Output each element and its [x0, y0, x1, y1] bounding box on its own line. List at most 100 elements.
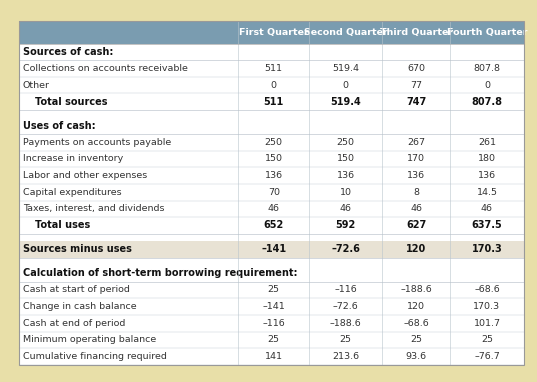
Bar	[19, 94, 524, 110]
Text: 250: 250	[337, 138, 354, 147]
Text: 0: 0	[484, 81, 490, 90]
Text: Cumulative financing required: Cumulative financing required	[23, 352, 166, 361]
Text: 807.8: 807.8	[471, 97, 503, 107]
Text: –141: –141	[261, 244, 286, 254]
Bar	[19, 258, 524, 265]
Text: Total sources: Total sources	[35, 97, 107, 107]
Text: 637.5: 637.5	[471, 220, 502, 230]
Text: 519.4: 519.4	[330, 97, 361, 107]
Bar	[19, 201, 524, 217]
Text: 136: 136	[478, 171, 496, 180]
Text: Minimum operating balance: Minimum operating balance	[23, 335, 156, 344]
Bar	[19, 184, 524, 201]
Text: Second Quarter: Second Quarter	[304, 28, 388, 37]
Text: 213.6: 213.6	[332, 352, 359, 361]
Text: 70: 70	[268, 188, 280, 197]
Text: 150: 150	[265, 154, 282, 163]
Bar	[19, 21, 524, 44]
Text: Uses of cash:: Uses of cash:	[23, 121, 96, 131]
Bar	[19, 282, 524, 298]
Bar	[19, 298, 524, 315]
Text: Collections on accounts receivable: Collections on accounts receivable	[23, 64, 188, 73]
Text: Payments on accounts payable: Payments on accounts payable	[23, 138, 171, 147]
Text: 592: 592	[336, 220, 356, 230]
Text: 0: 0	[343, 81, 349, 90]
Text: –72.6: –72.6	[333, 302, 359, 311]
Text: 120: 120	[407, 302, 425, 311]
Bar	[19, 348, 524, 365]
Text: 519.4: 519.4	[332, 64, 359, 73]
Text: –72.6: –72.6	[331, 244, 360, 254]
Text: 150: 150	[337, 154, 354, 163]
Bar	[19, 77, 524, 94]
Text: 46: 46	[339, 204, 352, 214]
Bar	[19, 44, 524, 60]
Text: Third Quarter: Third Quarter	[380, 28, 453, 37]
Text: Taxes, interest, and dividends: Taxes, interest, and dividends	[23, 204, 164, 214]
Text: 180: 180	[478, 154, 496, 163]
Text: Calculation of short-term borrowing requirement:: Calculation of short-term borrowing requ…	[23, 269, 297, 278]
Text: 93.6: 93.6	[406, 352, 427, 361]
Text: –68.6: –68.6	[474, 285, 500, 295]
Text: Other: Other	[23, 81, 50, 90]
Bar	[19, 234, 524, 241]
Text: Change in cash balance: Change in cash balance	[23, 302, 136, 311]
Text: 670: 670	[407, 64, 425, 73]
Text: 170.3: 170.3	[471, 244, 502, 254]
Text: 0: 0	[271, 81, 277, 90]
Bar	[19, 217, 524, 234]
Text: Capital expenditures: Capital expenditures	[23, 188, 121, 197]
Text: 25: 25	[268, 285, 280, 295]
Text: 170: 170	[407, 154, 425, 163]
Text: –68.6: –68.6	[403, 319, 429, 328]
Text: 136: 136	[337, 171, 355, 180]
Bar	[19, 265, 524, 282]
Text: –188.6: –188.6	[330, 319, 361, 328]
Text: –76.7: –76.7	[474, 352, 500, 361]
Text: –116: –116	[334, 285, 357, 295]
Bar	[19, 151, 524, 167]
Text: Total uses: Total uses	[35, 220, 90, 230]
Text: 136: 136	[265, 171, 283, 180]
Text: 101.7: 101.7	[474, 319, 500, 328]
Text: 25: 25	[268, 335, 280, 344]
Bar	[19, 134, 524, 151]
Text: 261: 261	[478, 138, 496, 147]
Text: 652: 652	[264, 220, 284, 230]
Text: 267: 267	[407, 138, 425, 147]
Text: 120: 120	[406, 244, 426, 254]
Text: 627: 627	[406, 220, 426, 230]
Bar	[19, 110, 524, 117]
Text: 25: 25	[339, 335, 352, 344]
Text: Fourth Quarter: Fourth Quarter	[447, 28, 527, 37]
Text: 14.5: 14.5	[476, 188, 497, 197]
Text: 77: 77	[410, 81, 422, 90]
Text: –188.6: –188.6	[401, 285, 432, 295]
Text: 250: 250	[265, 138, 282, 147]
Text: 511: 511	[264, 97, 284, 107]
Text: Sources of cash:: Sources of cash:	[23, 47, 113, 57]
Text: 46: 46	[268, 204, 280, 214]
Text: Sources minus uses: Sources minus uses	[23, 244, 132, 254]
Bar	[19, 332, 524, 348]
Bar	[19, 241, 524, 258]
Text: 747: 747	[406, 97, 426, 107]
Text: 46: 46	[410, 204, 422, 214]
Text: 25: 25	[481, 335, 493, 344]
Bar	[19, 315, 524, 332]
Text: –141: –141	[263, 302, 285, 311]
Text: 10: 10	[339, 188, 352, 197]
Text: Cash at start of period: Cash at start of period	[23, 285, 130, 295]
Text: 511: 511	[265, 64, 282, 73]
Text: Cash at end of period: Cash at end of period	[23, 319, 125, 328]
Text: 170.3: 170.3	[474, 302, 500, 311]
Bar	[19, 60, 524, 77]
Text: First Quarter: First Quarter	[239, 28, 309, 37]
Text: Labor and other expenses: Labor and other expenses	[23, 171, 147, 180]
Text: 25: 25	[410, 335, 422, 344]
Text: 141: 141	[265, 352, 282, 361]
Text: Increase in inventory: Increase in inventory	[23, 154, 123, 163]
Text: 136: 136	[407, 171, 425, 180]
Text: 807.8: 807.8	[474, 64, 500, 73]
Bar	[19, 117, 524, 134]
